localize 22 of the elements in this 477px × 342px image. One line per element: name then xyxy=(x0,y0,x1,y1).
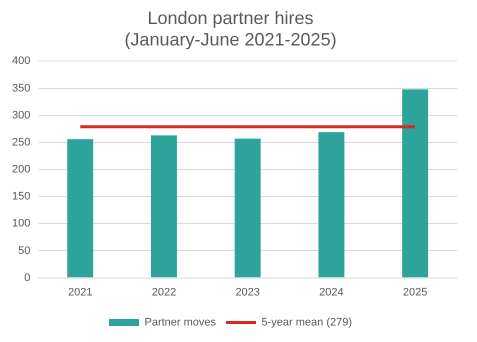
x-tick-label: 2025 xyxy=(402,286,428,298)
y-tick-label: 400 xyxy=(12,55,30,68)
y-tick-label: 150 xyxy=(12,190,30,203)
bar xyxy=(67,139,94,278)
bar xyxy=(402,89,428,278)
y-tick-label: 50 xyxy=(18,244,30,257)
bar xyxy=(318,132,344,278)
legend-label: Partner moves xyxy=(144,316,217,329)
y-tick-label: 100 xyxy=(12,218,30,230)
x-tick-label: 2022 xyxy=(152,286,176,298)
y-tick-label: 0 xyxy=(24,272,30,284)
y-tick-label: 250 xyxy=(12,136,30,148)
legend-label: 5-year mean (279) xyxy=(262,316,352,329)
y-tick-label: 300 xyxy=(12,109,30,122)
x-tick-label: 2021 xyxy=(68,286,92,298)
y-tick-label: 350 xyxy=(12,82,30,94)
x-tick-label: 2024 xyxy=(319,286,344,298)
y-tick-label: 200 xyxy=(12,164,30,176)
bar xyxy=(234,138,261,278)
bar xyxy=(150,135,177,278)
chart-title: London partner hires (January-June 2021-2025) xyxy=(124,8,337,50)
x-tick-label: 2023 xyxy=(235,286,260,298)
